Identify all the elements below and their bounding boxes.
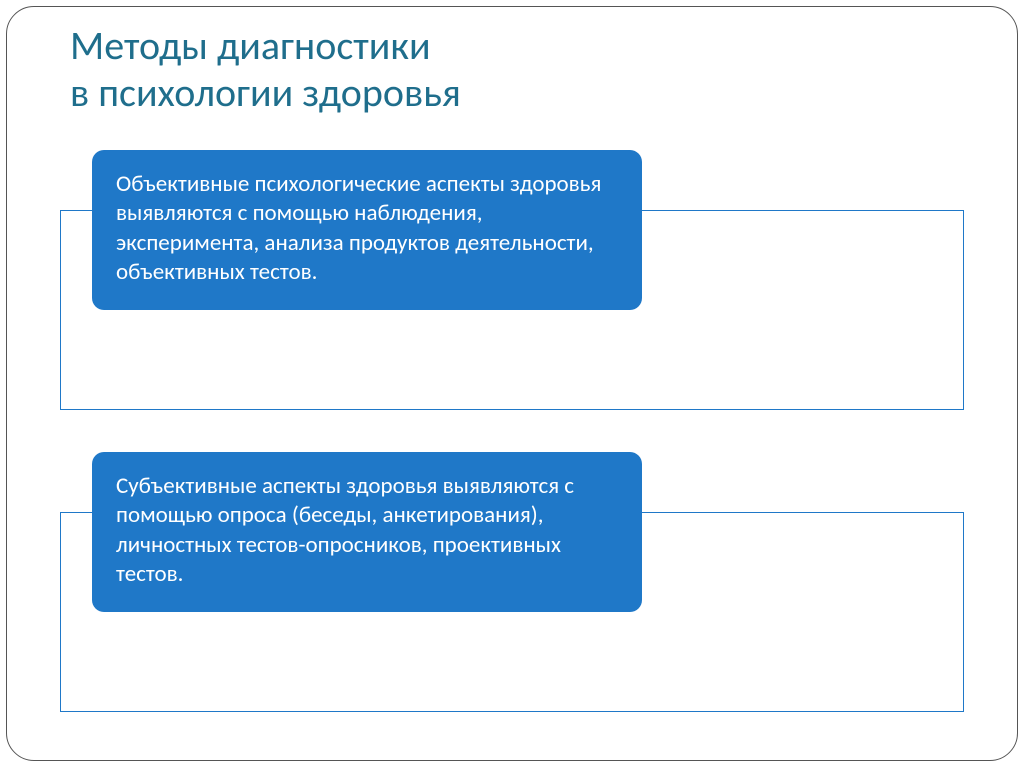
bubble-1: Объективные психологические аспекты здор… xyxy=(92,150,642,310)
slide-title: Методы диагностики в психологии здоровья xyxy=(70,22,954,116)
content-area: Объективные психологические аспекты здор… xyxy=(50,150,974,754)
bubble-1-text: Объективные психологические аспекты здор… xyxy=(116,170,601,286)
title-line-1: Методы диагностики xyxy=(70,21,431,70)
smart-block-1: Объективные психологические аспекты здор… xyxy=(50,150,974,410)
title-line-2: в психологии здоровья xyxy=(70,68,461,117)
bubble-2-text: Субъективные аспекты здоровья выявляются… xyxy=(116,472,574,588)
smart-block-2: Субъективные аспекты здоровья выявляются… xyxy=(50,452,974,712)
bubble-2: Субъективные аспекты здоровья выявляются… xyxy=(92,452,642,612)
